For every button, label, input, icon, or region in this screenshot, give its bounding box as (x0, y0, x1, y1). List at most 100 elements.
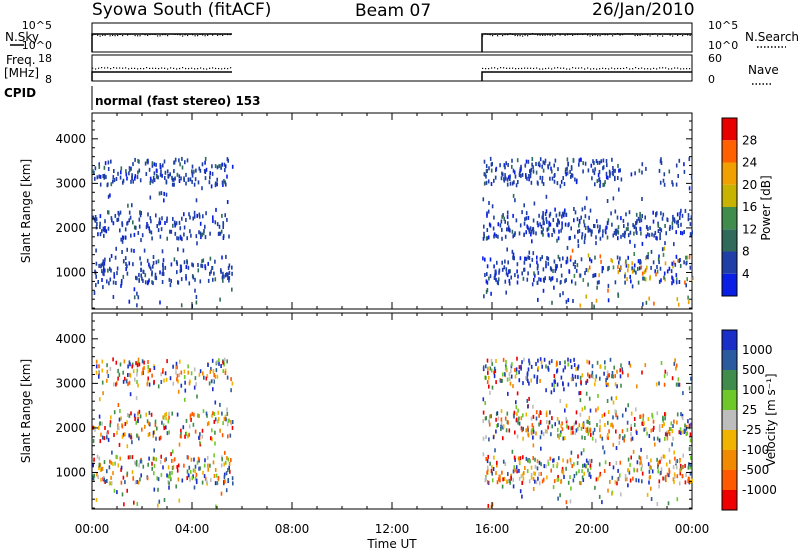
power-cell (573, 274, 576, 278)
power-cell (677, 174, 679, 178)
velocity-cell (689, 480, 692, 484)
power-cell (601, 266, 604, 270)
velocity-cell (199, 466, 201, 471)
power-cell (595, 159, 598, 163)
noise-search-dot (554, 34, 556, 36)
noise-search-dot (119, 33, 121, 36)
velocity-cell (675, 363, 678, 368)
velocity-cell (575, 367, 577, 372)
velocity-cell (518, 421, 521, 426)
velocity-cell (502, 424, 505, 429)
velocity-cell (538, 472, 540, 476)
velocity-cell (591, 436, 594, 441)
power-cell (635, 270, 637, 275)
power-cell (529, 226, 532, 231)
power-cell (119, 175, 122, 180)
velocity-cell (512, 469, 515, 474)
power-cell (94, 269, 96, 274)
velocity-cell (195, 472, 198, 477)
velocity-cell (558, 456, 560, 461)
velocity-cell (163, 378, 165, 383)
power-cell (617, 176, 619, 180)
power-cell (95, 248, 97, 253)
power-cell (677, 224, 680, 228)
velocity-cell (532, 425, 535, 430)
power-cell (100, 263, 103, 268)
velocity-cell (651, 469, 654, 474)
velocity-cell (689, 432, 692, 437)
velocity-cell (570, 431, 573, 436)
velocity-cell (124, 480, 126, 485)
velocity-cell (154, 419, 157, 424)
velocity-cell (539, 357, 542, 362)
nsky-label: N.Sky (5, 30, 39, 44)
nave-dot (635, 67, 637, 69)
velocity-cell (508, 372, 511, 377)
velocity-cell (123, 359, 126, 364)
velocity-cell (227, 478, 230, 482)
velocity-cell (505, 359, 507, 364)
power-cell (107, 194, 110, 199)
power-cell (553, 174, 556, 178)
velocity-cell (670, 421, 673, 426)
power-cell (485, 236, 488, 241)
velocity-cell (567, 362, 569, 367)
power-cell (595, 298, 598, 303)
noise-search-dot (664, 33, 666, 35)
noise-search-dot (212, 34, 214, 36)
velocity-cell (162, 465, 164, 470)
nave-dot (104, 67, 106, 69)
velocity-cell (577, 375, 579, 380)
power-cell (173, 182, 175, 187)
velocity-cell (627, 468, 630, 473)
nsky-tick-bottom: 10^0 (22, 39, 52, 52)
power-cell (193, 182, 196, 187)
power-cell (157, 228, 160, 233)
velocity-cell (690, 422, 692, 427)
power-cell (151, 161, 154, 166)
power-cell (193, 210, 196, 215)
colorbar-tick-label: -100 (742, 443, 769, 457)
velocity-cell (137, 360, 140, 365)
freq-label: Freq. (6, 53, 36, 67)
velocity-cell (559, 361, 561, 366)
velocity-cell (138, 463, 140, 468)
power-cell (672, 214, 674, 219)
power-cell (571, 173, 574, 178)
velocity-cell (510, 374, 513, 379)
power-cell (641, 170, 643, 175)
power-cell (577, 243, 580, 248)
velocity-cell (601, 414, 604, 418)
nave-dot (503, 67, 505, 69)
velocity-cell (534, 471, 536, 476)
power-cell (502, 213, 504, 218)
power-cell (637, 280, 640, 285)
power-cell (640, 260, 642, 265)
power-cell (587, 268, 589, 273)
noise-search-dot (547, 34, 549, 36)
power-cell (99, 182, 102, 187)
nave-dot (161, 67, 163, 69)
velocity-cell (195, 382, 197, 387)
power-cell (112, 175, 115, 180)
power-cell (680, 222, 682, 227)
velocity-cell (681, 474, 684, 479)
power-cell (222, 271, 224, 276)
noise-search-dot (622, 33, 624, 36)
velocity-cell (552, 463, 555, 468)
nave-dot (545, 67, 547, 70)
nave-dot (683, 68, 685, 70)
power-cell (553, 163, 555, 168)
power-cell (596, 224, 599, 229)
velocity-cell (506, 411, 509, 416)
power-cell (677, 302, 680, 307)
velocity-cell (690, 376, 692, 381)
power-cell (531, 227, 534, 232)
velocity-cell (137, 357, 140, 362)
velocity-cell (116, 490, 118, 495)
power-cell (537, 263, 539, 268)
noise-search-dot (657, 35, 659, 37)
velocity-cell (494, 369, 497, 373)
power-cell (660, 157, 662, 162)
velocity-cell (153, 448, 155, 453)
